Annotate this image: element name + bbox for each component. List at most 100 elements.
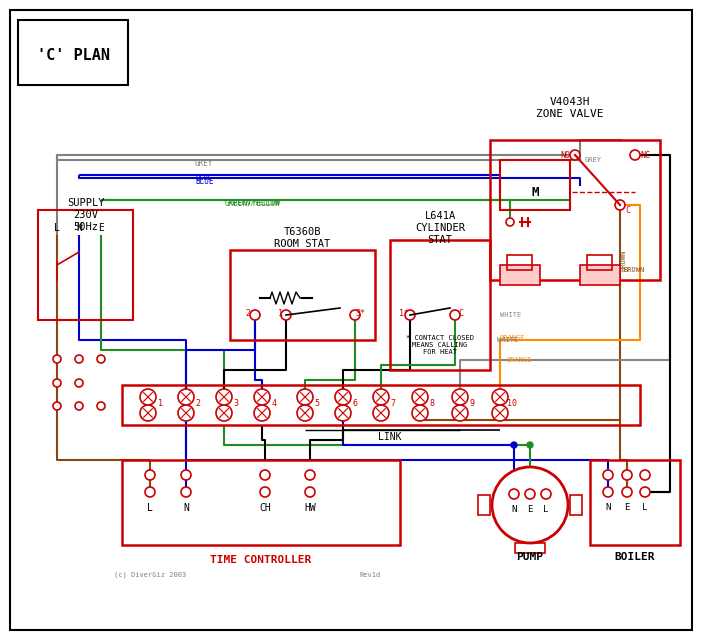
Circle shape [570, 150, 580, 160]
Text: 7: 7 [390, 399, 395, 408]
Text: BROWN: BROWN [620, 249, 626, 271]
Circle shape [603, 470, 613, 480]
Circle shape [254, 389, 270, 405]
Circle shape [178, 389, 194, 405]
Text: TIME CONTROLLER: TIME CONTROLLER [211, 555, 312, 565]
Circle shape [145, 470, 155, 480]
Circle shape [297, 405, 313, 421]
Text: 2: 2 [195, 399, 201, 408]
Circle shape [373, 389, 389, 405]
Bar [478, 495, 490, 515]
Circle shape [541, 489, 551, 499]
Text: WHITE: WHITE [497, 337, 518, 343]
Text: L641A
CYLINDER
STAT: L641A CYLINDER STAT [415, 212, 465, 245]
Text: 1: 1 [277, 308, 282, 317]
Circle shape [492, 467, 568, 543]
Text: 6: 6 [352, 399, 357, 408]
Circle shape [509, 489, 519, 499]
Text: L: L [54, 223, 60, 233]
Text: GREEN/YELLOW: GREEN/YELLOW [225, 199, 281, 208]
Circle shape [615, 200, 625, 210]
Text: GREY: GREY [195, 158, 213, 167]
Text: L: L [642, 503, 648, 513]
Bar [507, 255, 532, 270]
Circle shape [281, 310, 291, 320]
Circle shape [140, 405, 156, 421]
Circle shape [335, 405, 351, 421]
Text: E: E [624, 503, 630, 513]
Text: 5: 5 [314, 399, 319, 408]
Bar [500, 160, 570, 210]
Text: 2: 2 [246, 308, 251, 317]
Circle shape [511, 442, 517, 448]
Circle shape [450, 310, 460, 320]
Circle shape [75, 355, 83, 363]
Text: 9: 9 [470, 399, 475, 408]
Text: 4: 4 [272, 399, 277, 408]
Circle shape [335, 389, 351, 405]
Text: C: C [458, 308, 463, 317]
Circle shape [603, 487, 613, 497]
Circle shape [53, 379, 61, 387]
Text: ORANGE: ORANGE [507, 357, 533, 363]
Text: WHITE: WHITE [500, 312, 522, 318]
Circle shape [178, 405, 194, 421]
Text: GREY: GREY [585, 157, 602, 163]
Text: BOILER: BOILER [615, 552, 655, 562]
Text: HW: HW [304, 503, 316, 513]
Circle shape [630, 150, 640, 160]
Text: E: E [98, 223, 104, 233]
Circle shape [622, 487, 632, 497]
Text: BLUE: BLUE [195, 176, 213, 185]
Circle shape [53, 355, 61, 363]
Bar [570, 495, 582, 515]
Bar [230, 250, 375, 340]
Bar [580, 265, 620, 285]
Text: N: N [76, 223, 82, 233]
Text: SUPPLY
230V
50Hz: SUPPLY 230V 50Hz [67, 199, 105, 231]
Bar [390, 240, 490, 370]
Circle shape [452, 389, 468, 405]
Circle shape [452, 405, 468, 421]
Circle shape [412, 405, 428, 421]
Circle shape [405, 310, 415, 320]
Text: 3: 3 [234, 399, 239, 408]
Circle shape [97, 402, 105, 410]
Text: T6360B
ROOM STAT: T6360B ROOM STAT [274, 227, 331, 249]
Circle shape [181, 470, 191, 480]
Text: 3*: 3* [355, 308, 365, 317]
Circle shape [297, 389, 313, 405]
Bar [587, 255, 612, 270]
Circle shape [305, 470, 315, 480]
Bar [590, 460, 680, 545]
Circle shape [260, 470, 270, 480]
Circle shape [640, 470, 650, 480]
Circle shape [216, 405, 232, 421]
Text: L: L [543, 506, 549, 515]
Text: CH: CH [259, 503, 271, 513]
Bar [490, 140, 660, 280]
Text: BLUE: BLUE [195, 175, 212, 181]
Circle shape [260, 487, 270, 497]
Text: V4043H
ZONE VALVE: V4043H ZONE VALVE [536, 97, 604, 119]
Circle shape [145, 487, 155, 497]
Circle shape [305, 487, 315, 497]
Text: (c) DiverGiz 2003: (c) DiverGiz 2003 [114, 572, 186, 578]
Text: M: M [531, 185, 538, 199]
Circle shape [181, 487, 191, 497]
Text: NO: NO [560, 151, 570, 160]
Circle shape [254, 405, 270, 421]
Bar [500, 265, 540, 285]
Bar [515, 543, 545, 553]
Text: 1*: 1* [399, 308, 409, 317]
Text: N: N [511, 506, 517, 515]
Circle shape [492, 405, 508, 421]
Bar [38, 210, 133, 320]
Circle shape [140, 389, 156, 405]
Circle shape [527, 442, 533, 448]
Text: C: C [625, 206, 630, 215]
Bar [122, 460, 400, 545]
Circle shape [75, 379, 83, 387]
Circle shape [53, 402, 61, 410]
Text: BROWN: BROWN [623, 267, 644, 273]
